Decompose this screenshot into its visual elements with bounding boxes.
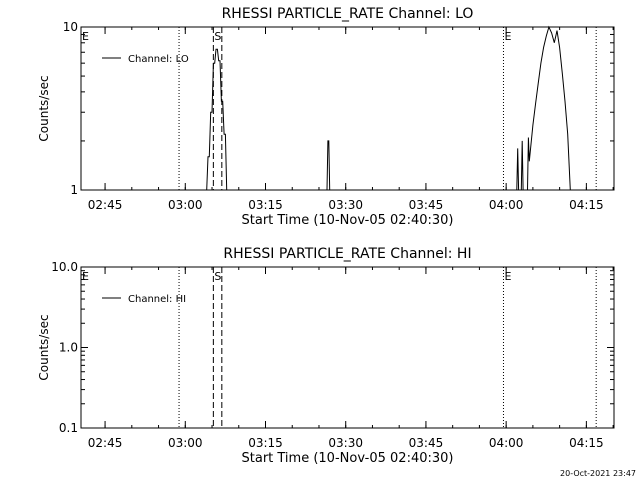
x-tick-label: 03:45 bbox=[409, 198, 444, 212]
x-axis-label: Start Time (10-Nov-05 02:40:30) bbox=[242, 213, 454, 228]
y-axis-label: Counts/sec bbox=[37, 314, 51, 380]
y-tick-label: 10.0 bbox=[51, 260, 78, 274]
chart-title: RHESSI PARTICLE_RATE Channel: LO bbox=[222, 6, 474, 22]
x-tick-label: 02:45 bbox=[88, 198, 123, 212]
plot-frame bbox=[80, 26, 615, 191]
legend-entry: Channel: HI bbox=[128, 294, 186, 305]
x-tick-label: 03:00 bbox=[168, 198, 203, 212]
x-tick-label: 04:00 bbox=[489, 198, 524, 212]
x-tick-label: 03:30 bbox=[328, 198, 363, 212]
y-axis-label: Counts/sec bbox=[37, 75, 51, 141]
x-tick-label: 03:15 bbox=[248, 436, 283, 450]
x-tick-label: 04:15 bbox=[569, 436, 604, 450]
event-marker-label: E bbox=[504, 30, 511, 43]
lo-channel-panel: RHESSI PARTICLE_RATE Channel: LO 02:45 03:… bbox=[37, 6, 615, 228]
x-tick-label: 03:30 bbox=[328, 436, 363, 450]
event-marker-label: E bbox=[82, 30, 89, 43]
y-tick-label: 1 bbox=[70, 183, 78, 197]
y-tick-label: 1.0 bbox=[59, 341, 78, 355]
x-axis-label: Start Time (10-Nov-05 02:40:30) bbox=[242, 451, 454, 466]
x-tick-label: 02:45 bbox=[88, 436, 123, 450]
footer-timestamp: 20-Oct-2021 23:47 bbox=[560, 469, 636, 478]
x-tick-label: 04:15 bbox=[569, 198, 604, 212]
legend-entry: Channel: LO bbox=[128, 54, 189, 65]
x-tick-label: 03:45 bbox=[409, 436, 444, 450]
x-tick-label: 04:00 bbox=[489, 436, 524, 450]
hi-channel-panel: RHESSI PARTICLE_RATE Channel: HI 02:45 03:… bbox=[37, 246, 615, 466]
event-marker-label: E bbox=[82, 270, 89, 283]
x-tick-label: 03:00 bbox=[168, 436, 203, 450]
x-tick-label: 03:15 bbox=[248, 198, 283, 212]
plot-frame bbox=[80, 266, 615, 429]
y-tick-label: 10 bbox=[63, 20, 78, 34]
chart-title: RHESSI PARTICLE_RATE Channel: HI bbox=[223, 246, 471, 262]
event-marker-label: S bbox=[214, 30, 221, 43]
event-marker-label: E bbox=[504, 270, 511, 283]
series-line bbox=[206, 25, 571, 191]
event-marker-label: S bbox=[214, 270, 221, 283]
y-tick-label: 0.1 bbox=[59, 421, 78, 435]
